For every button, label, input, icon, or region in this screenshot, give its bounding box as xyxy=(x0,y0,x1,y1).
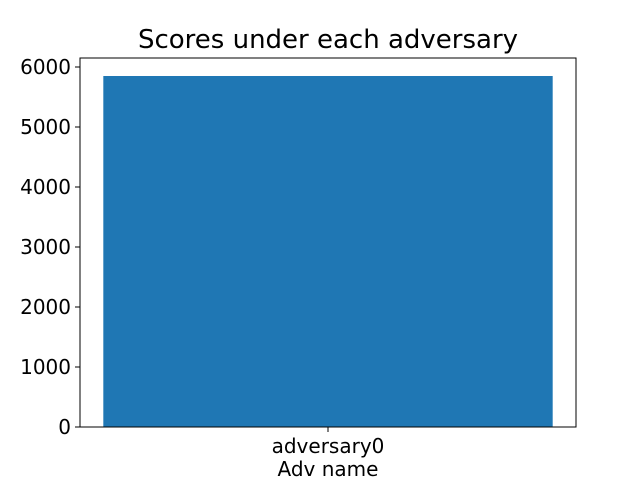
y-tick-label: 5000 xyxy=(20,115,71,139)
y-tick-label: 2000 xyxy=(20,295,71,319)
chart-title: Scores under each adversary xyxy=(138,25,518,55)
y-tick-label: 6000 xyxy=(20,55,71,79)
axes-frame xyxy=(79,57,577,428)
x-axis: adversary0 xyxy=(272,427,385,458)
y-axis: 0 1000 2000 3000 4000 5000 6000 xyxy=(20,55,80,439)
y-tick-label: 4000 xyxy=(20,175,71,199)
x-axis-label: Adv name xyxy=(278,457,379,480)
x-tick-label: adversary0 xyxy=(272,434,385,458)
y-tick-label: 1000 xyxy=(20,355,71,379)
y-tick-label: 3000 xyxy=(20,235,71,259)
bars-group xyxy=(103,76,553,427)
y-tick-label: 0 xyxy=(58,415,71,439)
bar-adversary0 xyxy=(103,76,553,427)
